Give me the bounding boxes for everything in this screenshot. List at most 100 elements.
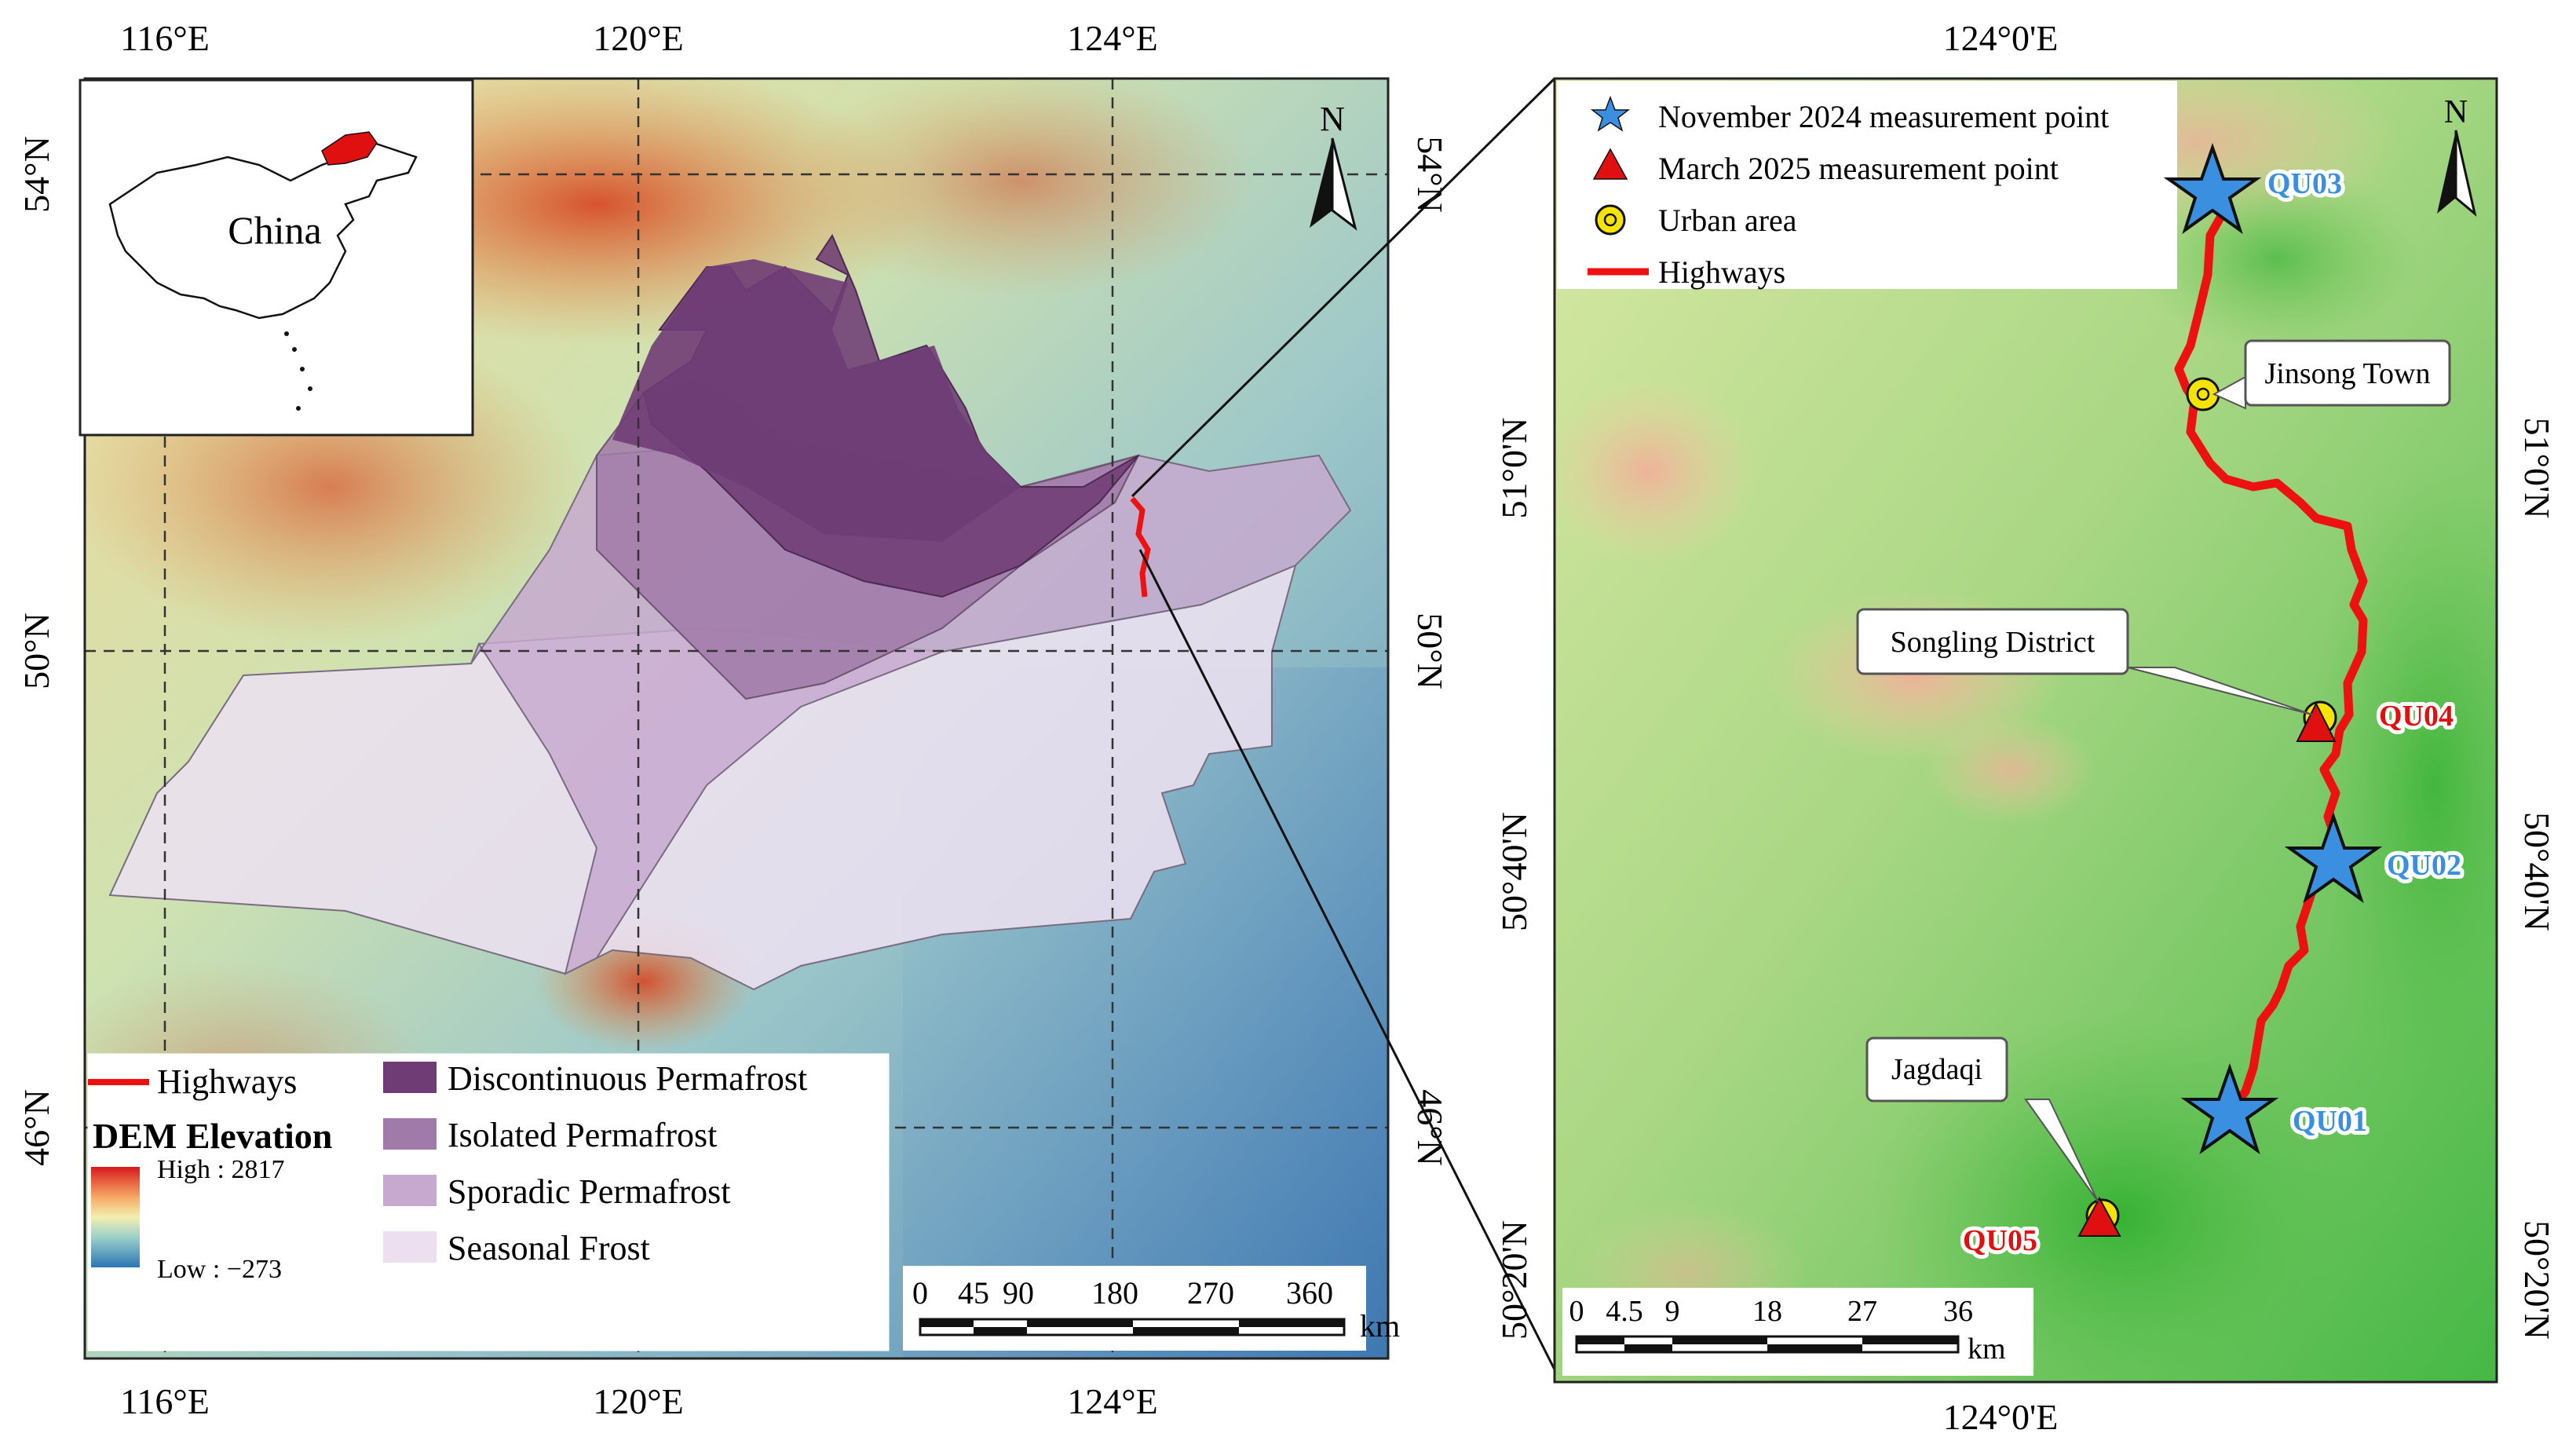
north-arrow	[2437, 130, 2477, 217]
scale-unit: km	[1968, 1333, 2006, 1366]
x-tick-bottom: 116°E	[120, 1381, 210, 1421]
legend-highways-label: Highways	[1658, 254, 1785, 290]
point-QU04-triangle	[2296, 701, 2337, 742]
y-tick-left: 50°40'N	[1494, 812, 1534, 931]
y-tick-left: 50°N	[16, 612, 57, 689]
callout-jagdaqi: Jagdaqi	[1865, 1037, 2099, 1202]
x-tick-top: 116°E	[120, 18, 210, 58]
swatch-isolated	[383, 1118, 437, 1150]
legend-class-label: Seasonal Frost	[448, 1229, 650, 1267]
scale-tick: 9	[1665, 1295, 1680, 1328]
dem-highland	[1924, 715, 2096, 825]
nov-point-symbol	[1590, 95, 1631, 132]
point-label-QU02: QU02	[2387, 849, 2461, 882]
island	[292, 347, 297, 352]
x-tick-bottom: 120°E	[593, 1381, 684, 1421]
scale-tick: 0	[1569, 1295, 1584, 1328]
scale-tick: 0	[912, 1275, 928, 1311]
island	[300, 367, 305, 371]
legend-class-label: Sporadic Permafrost	[448, 1172, 730, 1211]
urban-symbol	[1595, 204, 1626, 236]
right-scale-bar: 0 4.5 9 18 27 36 km	[1562, 1288, 2033, 1376]
scale-tick: 360	[1286, 1275, 1333, 1311]
y-tick-left: 50°20'N	[1494, 1220, 1534, 1340]
dem-low-label: Low : −273	[157, 1255, 282, 1284]
scale-tick: 27	[1847, 1295, 1877, 1328]
y-tick-right: 54°N	[1410, 136, 1450, 213]
china-outline	[108, 140, 418, 320]
place-label-jinsong: Jinsong Town	[2265, 357, 2431, 390]
point-label-QU05: QU05	[1963, 1224, 2037, 1257]
scale-unit: km	[1360, 1308, 1400, 1344]
y-tick-left: 46°N	[16, 1089, 57, 1166]
scale-tick: 270	[1187, 1275, 1234, 1311]
point-label-QU01: QU01	[2293, 1105, 2367, 1138]
point-label-QU04: QU04	[2379, 700, 2454, 733]
island	[296, 406, 301, 411]
legend-highways-label: Highways	[157, 1062, 297, 1101]
island	[284, 331, 289, 336]
y-tick-left: 54°N	[16, 136, 57, 213]
point-QU02-star	[2284, 811, 2383, 904]
swatch-sporadic	[383, 1175, 437, 1206]
zoom-connector	[1131, 77, 1556, 498]
scale-tick: 4.5	[1606, 1295, 1643, 1328]
right-map	[1555, 79, 2497, 1382]
y-tick-left: 51°0'N	[1494, 418, 1534, 519]
swatch-discontinuous	[383, 1062, 437, 1093]
point-QU05-triangle	[2077, 1196, 2121, 1237]
point-label-QU03: QU03	[2267, 167, 2342, 200]
north-label: N	[1320, 100, 1345, 138]
callout-jinsong: Jinsong Town	[2212, 339, 2451, 410]
x-tick-top: 124°0'E	[1943, 18, 2059, 58]
island	[308, 386, 312, 391]
legend-class-label: Discontinuous Permafrost	[448, 1059, 807, 1098]
scale-tick: 180	[1091, 1275, 1138, 1311]
right-map-frame	[1553, 77, 2498, 1384]
mar-point-symbol	[1592, 148, 1628, 180]
left-map-frame	[83, 77, 1390, 1360]
legend-mar-label: March 2025 measurement point	[1658, 151, 2059, 186]
scale-tick: 36	[1943, 1295, 1973, 1328]
callout-songling: Songling District	[1856, 608, 2313, 715]
x-tick-top: 124°E	[1067, 18, 1158, 58]
x-tick-bottom: 124°E	[1067, 1381, 1158, 1421]
point-QU01-star	[2180, 1062, 2279, 1155]
china-label: China	[228, 208, 321, 252]
left-legend: Highways DEM Elevation High : 2817 Low :…	[87, 1053, 890, 1351]
x-tick-bottom: 124°0'E	[1943, 1397, 2059, 1437]
swatch-seasonal	[383, 1231, 437, 1263]
legend-dem-title: DEM Elevation	[93, 1116, 332, 1156]
legend-urban-label: Urban area	[1658, 203, 1797, 238]
dem-lowland	[2308, 455, 2497, 1115]
legend-class-label: Isolated Permafrost	[448, 1116, 717, 1154]
scale-tick: 18	[1752, 1295, 1782, 1328]
scale-tick: 90	[1003, 1275, 1034, 1311]
y-tick-right: 50°N	[1410, 612, 1450, 689]
left-scale-bar: 0 45 90 180 270 360 km	[903, 1266, 1400, 1351]
place-label-songling: Songling District	[1891, 626, 2096, 659]
y-tick-right: 50°20'N	[2517, 1220, 2557, 1340]
highway-line	[1130, 496, 1151, 598]
scale-tick: 45	[958, 1275, 989, 1311]
y-tick-right: 50°40'N	[2517, 812, 2557, 931]
y-tick-right: 46°N	[1410, 1089, 1450, 1166]
y-tick-right: 51°0'N	[2517, 418, 2557, 519]
dem-high-label: High : 2817	[157, 1155, 284, 1184]
zone-discontinuous-permafrost	[612, 259, 1021, 542]
dem-colorbar	[91, 1167, 140, 1267]
north-label: N	[2444, 94, 2468, 130]
place-label-jagdaqi: Jagdaqi	[1891, 1053, 1982, 1086]
urban-marker-jinsong	[2186, 377, 2220, 411]
zoom-connector	[1138, 549, 1556, 1370]
study-area-highlight	[321, 131, 378, 166]
point-QU03-star	[2163, 142, 2262, 235]
north-arrow	[1310, 137, 1357, 231]
legend-nov-label: November 2024 measurement point	[1658, 99, 2109, 134]
urban-symbol-inner	[1603, 213, 1617, 227]
right-legend: November 2024 measurement point March 20…	[1557, 81, 2177, 290]
dem-highland	[785, 79, 1256, 298]
x-tick-top: 120°E	[593, 18, 684, 58]
china-inset: China	[79, 79, 474, 437]
